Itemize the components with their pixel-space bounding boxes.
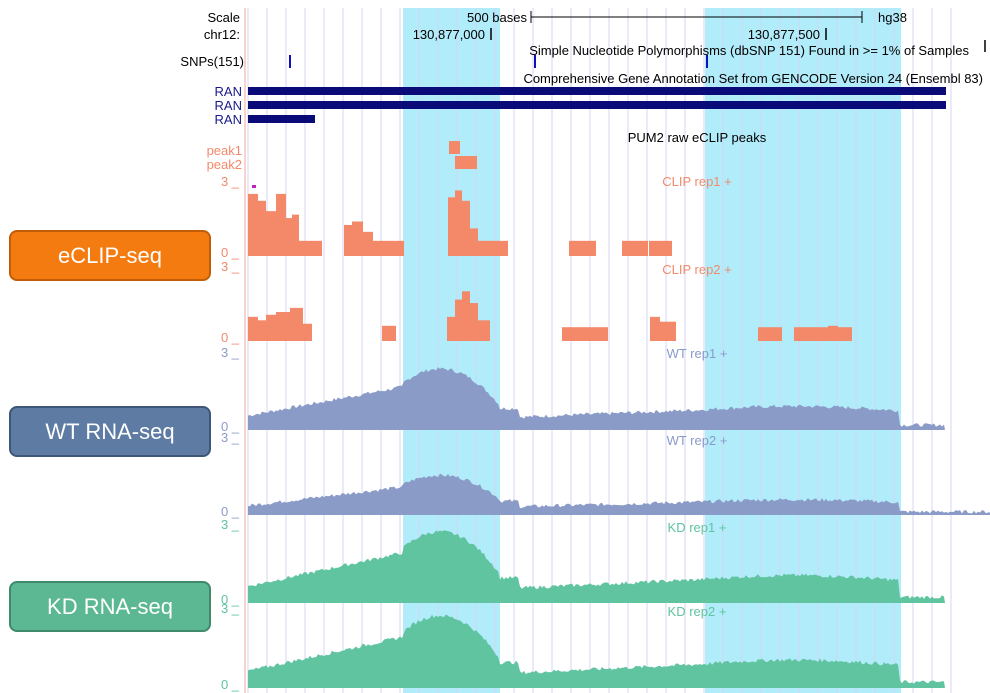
clip2-signal-bar [258, 320, 266, 341]
clip1-ymax-label: 3 _ [221, 174, 240, 189]
peak2-block[interactable] [455, 156, 477, 169]
clip2-signal-bar [562, 327, 608, 341]
peaks-track-title: PUM2 raw eCLIP peaks [628, 130, 767, 145]
chrom-label: chr12: [204, 27, 240, 42]
clip1-signal-bar [462, 200, 470, 256]
clip2-signal-bar [828, 325, 838, 341]
clip1-signal-bar [448, 197, 455, 256]
snp-track-label[interactable]: SNPs(151) [180, 54, 244, 69]
kd1-track-label[interactable]: KD rep1 + [668, 520, 727, 535]
gene-label-ran[interactable]: RAN [215, 98, 242, 113]
clip1-signal-bar [266, 211, 276, 256]
clip1-signal-bar [649, 240, 672, 256]
clip1-signal-bar [455, 190, 462, 256]
clip1-signal-bar [470, 228, 478, 256]
gene-label-ran[interactable]: RAN [215, 84, 242, 99]
gene-transcript-2[interactable] [248, 101, 946, 109]
clip1-signal-bar [248, 193, 258, 256]
clip2-signal-bar [290, 307, 303, 341]
clip1-signal-bar [352, 221, 363, 256]
clip1-signal-bar [622, 240, 648, 256]
wt-rna-seq-button-label: WT RNA-seq [45, 418, 175, 444]
kd2-ymin-label: 0 _ [221, 677, 240, 692]
clip1-signal-bar [373, 240, 404, 256]
clip2-signal-bar [248, 316, 258, 341]
eclip-seq-button-label: eCLIP-seq [58, 242, 162, 268]
clip2-signal-bar [794, 327, 828, 341]
snp-track-title: Simple Nucleotide Polymorphisms (dbSNP 1… [529, 43, 969, 58]
clip1-signal-bar [363, 231, 373, 256]
scale-label: Scale [207, 10, 240, 25]
wt1-coverage-area [248, 367, 945, 430]
kd2-track-label[interactable]: KD rep2 + [668, 604, 727, 619]
wt1-track-label[interactable]: WT rep1 + [667, 346, 728, 361]
clip2-signal-bar [447, 316, 455, 341]
clip1-signal-bar [478, 240, 508, 256]
coord-label-2: 130,877,500 [748, 27, 820, 42]
clip2-signal-bar [478, 320, 490, 341]
clip1-signal-bar [276, 193, 286, 256]
clip1-signal-bar [286, 218, 292, 256]
gene-label-ran[interactable]: RAN [215, 112, 242, 127]
clip1-track-label[interactable]: CLIP rep1 + [662, 174, 732, 189]
gencode-track-title: Comprehensive Gene Annotation Set from G… [523, 71, 983, 86]
gene-transcript-1[interactable] [248, 87, 946, 95]
clip1-signal-bar [344, 224, 352, 256]
peak1-block[interactable] [449, 141, 460, 154]
kd1-ymax-label: 3 _ [221, 517, 240, 532]
kd-rna-seq-button-label: KD RNA-seq [47, 593, 173, 619]
wt2-track-label[interactable]: WT rep2 + [667, 433, 728, 448]
assembly-label: hg38 [878, 10, 907, 25]
clip2-signal-bar [470, 303, 478, 341]
wt1-ymin-label: 0 _ [221, 419, 240, 434]
clip2-signal-bar [838, 327, 852, 341]
clip2-ymax-label: 3 _ [221, 259, 240, 274]
clip2-signal-bar [758, 327, 782, 341]
clip1-signal-bar [299, 240, 322, 256]
clip1-signal-bar [258, 200, 266, 256]
wt2-coverage-area [248, 473, 990, 515]
wt2-ymin-label: 0 _ [221, 504, 240, 519]
peak2-label: peak2 [207, 157, 242, 172]
clip2-signal-bar [276, 312, 290, 341]
clip1-ymin-label: 0 _ [221, 245, 240, 260]
wt-rna-seq-button[interactable]: WT RNA-seq [9, 406, 211, 457]
clip-overflow-mark [252, 185, 256, 188]
wt1-ymax-label: 3 _ [221, 345, 240, 360]
clip2-signal-bar [650, 316, 660, 341]
coord-label-1: 130,877,000 [413, 27, 485, 42]
kd-rna-seq-button[interactable]: KD RNA-seq [9, 581, 211, 632]
peak1-label: peak1 [207, 143, 242, 158]
clip2-signal-bar [660, 321, 676, 341]
clip1-signal-bar [569, 240, 596, 256]
clip2-signal-bar [266, 314, 276, 341]
clip2-signal-bar [462, 291, 470, 341]
clip2-signal-bar [382, 325, 396, 341]
kd1-coverage-area [248, 530, 945, 603]
kd1-ymin-label: 0 _ [221, 592, 240, 607]
scale-bar-label: 500 bases [467, 10, 527, 25]
clip1-signal-bar [292, 214, 299, 256]
clip2-ymin-label: 0 _ [221, 330, 240, 345]
kd2-ymax-label: 3 _ [221, 601, 240, 616]
eclip-seq-button[interactable]: eCLIP-seq [9, 230, 211, 281]
gene-transcript-3[interactable] [248, 115, 315, 123]
clip2-signal-bar [303, 323, 312, 341]
signal-tracks: CLIP rep1 +3 _0 _CLIP rep2 +3 _0 _WT rep… [221, 174, 990, 692]
kd2-coverage-area [248, 614, 945, 688]
clip2-signal-bar [455, 299, 462, 341]
wt2-ymax-label: 3 _ [221, 430, 240, 445]
clip2-track-label[interactable]: CLIP rep2 + [662, 262, 732, 277]
